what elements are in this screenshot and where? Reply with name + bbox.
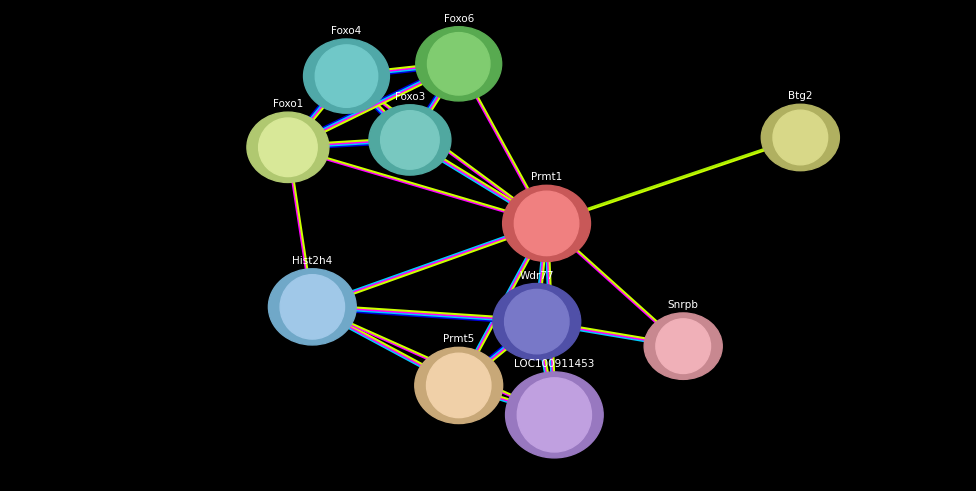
Ellipse shape (503, 185, 590, 262)
Ellipse shape (280, 274, 345, 339)
Ellipse shape (761, 104, 839, 171)
Ellipse shape (493, 283, 581, 360)
Ellipse shape (773, 110, 828, 165)
Ellipse shape (268, 269, 356, 345)
Ellipse shape (644, 313, 722, 380)
Text: Prmt5: Prmt5 (443, 334, 474, 344)
Ellipse shape (656, 319, 711, 374)
Text: Snrpb: Snrpb (668, 300, 699, 310)
Ellipse shape (259, 118, 317, 177)
Ellipse shape (514, 191, 579, 256)
Ellipse shape (517, 378, 591, 452)
Ellipse shape (505, 289, 569, 354)
Ellipse shape (247, 112, 329, 183)
Text: Prmt1: Prmt1 (531, 172, 562, 182)
Ellipse shape (506, 372, 603, 458)
Text: Foxo4: Foxo4 (332, 26, 361, 36)
Ellipse shape (415, 347, 503, 424)
Ellipse shape (427, 353, 491, 418)
Ellipse shape (416, 27, 502, 101)
Ellipse shape (304, 39, 389, 113)
Text: Foxo3: Foxo3 (395, 92, 425, 102)
Text: Foxo6: Foxo6 (444, 14, 473, 24)
Text: Foxo1: Foxo1 (273, 99, 303, 109)
Ellipse shape (381, 110, 439, 169)
Text: Hist2h4: Hist2h4 (292, 256, 333, 266)
Text: Btg2: Btg2 (788, 91, 813, 101)
Text: LOC100911453: LOC100911453 (514, 359, 594, 369)
Ellipse shape (369, 105, 451, 175)
Ellipse shape (427, 32, 490, 95)
Text: Wdr77: Wdr77 (519, 271, 554, 280)
Ellipse shape (315, 45, 378, 108)
